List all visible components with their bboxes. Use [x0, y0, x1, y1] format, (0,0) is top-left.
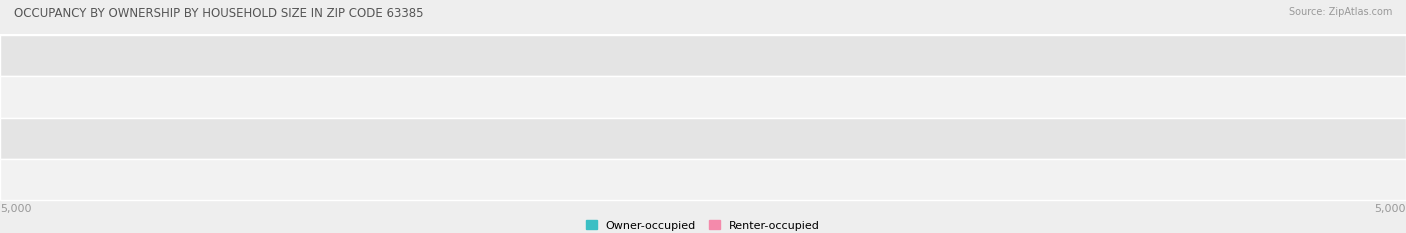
- Text: OCCUPANCY BY OWNERSHIP BY HOUSEHOLD SIZE IN ZIP CODE 63385: OCCUPANCY BY OWNERSHIP BY HOUSEHOLD SIZE…: [14, 7, 423, 20]
- Text: 3-Person Household: 3-Person Household: [654, 133, 752, 143]
- Text: 2,021: 2,021: [436, 51, 465, 61]
- Bar: [703, 87, 787, 107]
- Bar: [703, 128, 749, 149]
- Bar: [419, 45, 703, 66]
- Text: 5,000: 5,000: [0, 204, 31, 213]
- Legend: Owner-occupied, Renter-occupied: Owner-occupied, Renter-occupied: [581, 216, 825, 233]
- Text: 2,405: 2,405: [382, 133, 412, 143]
- Text: 2-Person Household: 2-Person Household: [654, 92, 752, 102]
- Text: 595: 595: [801, 92, 821, 102]
- Text: 1-Person Household: 1-Person Household: [654, 51, 752, 61]
- Bar: [366, 128, 703, 149]
- Text: Source: ZipAtlas.com: Source: ZipAtlas.com: [1288, 7, 1392, 17]
- Bar: [703, 169, 776, 190]
- Text: 4,775: 4,775: [48, 92, 79, 102]
- Text: 4+ Person Household: 4+ Person Household: [650, 175, 756, 185]
- Text: 4,993: 4,993: [18, 175, 48, 185]
- Bar: [31, 87, 703, 107]
- Text: 331: 331: [763, 133, 783, 143]
- Bar: [703, 45, 846, 66]
- Text: 5,000: 5,000: [1375, 204, 1406, 213]
- Bar: [1, 169, 703, 190]
- Text: 1,024: 1,024: [860, 51, 891, 61]
- Text: 516: 516: [790, 175, 810, 185]
